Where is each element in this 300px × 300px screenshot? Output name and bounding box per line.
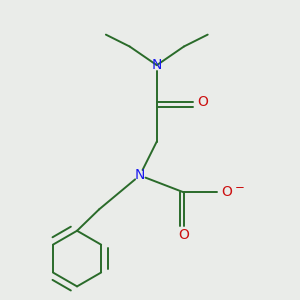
Text: O: O xyxy=(221,185,232,200)
Text: O: O xyxy=(197,95,208,110)
Text: −: − xyxy=(235,181,245,194)
Text: N: N xyxy=(135,168,145,182)
Text: N: N xyxy=(152,58,162,72)
Text: O: O xyxy=(178,228,189,242)
